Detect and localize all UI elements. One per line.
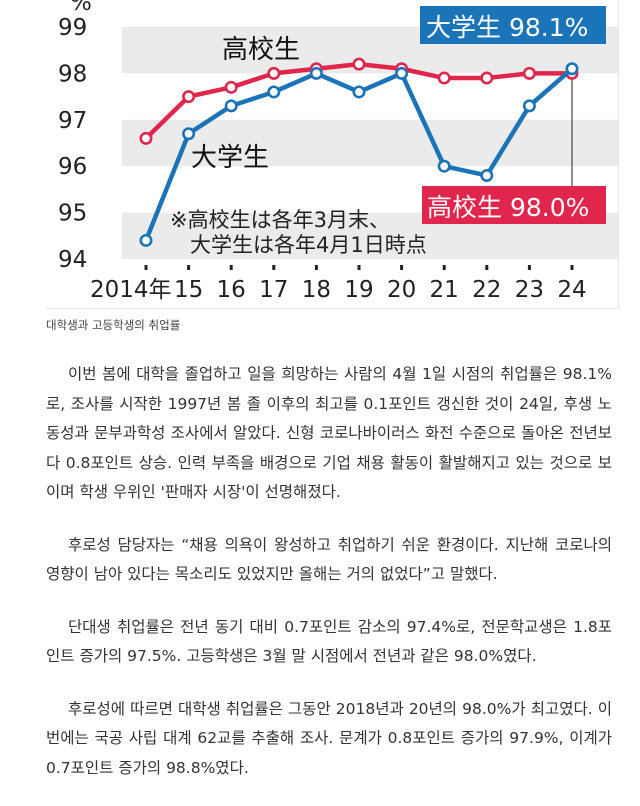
note-line-1: ※高校生は各年3月末、 <box>170 208 390 232</box>
x-tick-mark-10 <box>570 265 574 270</box>
x-tick-label-5: 19 <box>344 277 373 303</box>
x-tick-mark-6 <box>400 265 404 270</box>
x-tick-mark-2 <box>229 265 233 270</box>
x-tick-mark-5 <box>357 265 361 270</box>
x-tick-mark-9 <box>527 265 531 270</box>
note-line-2: 大学生は各年4月1日時点 <box>190 233 427 257</box>
data-point-s1-3 <box>267 85 281 99</box>
x-tick-label-0: 2014年 <box>90 277 172 303</box>
data-point-s0-5 <box>352 57 366 71</box>
y-tick-label-98: 98 <box>58 61 87 87</box>
y-unit-label: % <box>70 0 92 16</box>
x-tick-label-10: 24 <box>557 277 586 303</box>
data-point-s1-1 <box>182 127 196 141</box>
x-tick-mark-3 <box>272 265 276 270</box>
x-tick-mark-7 <box>442 265 446 270</box>
paragraph-2: 후로성 담당자는 “채용 의욕이 왕성하고 취업하기 쉬운 환경이다. 지난해 … <box>46 535 612 584</box>
data-point-s0-1 <box>182 90 196 104</box>
univ-value-box-label: 大学生 98.1% <box>426 13 588 42</box>
data-point-s0-7 <box>437 71 451 85</box>
univ-line-label: 大学生 <box>191 143 269 173</box>
y-tick-label-95: 95 <box>58 201 87 227</box>
series-lines <box>139 57 579 247</box>
x-tick-label-4: 18 <box>302 277 331 303</box>
hs-value-box <box>422 186 606 224</box>
x-tick-label-8: 22 <box>472 277 501 303</box>
x-tick-mark-0 <box>144 265 148 270</box>
chart-annotations: 高校生 大学生 大学生 98.1% 高校生 98.0% ※高校生は各年3月末、 … <box>170 6 606 257</box>
paragraph-1: 이번 봄에 대학을 졸업하고 일을 희망하는 사람의 4월 1일 시점의 취업률… <box>46 365 612 501</box>
hs-value-box-label: 高校生 98.0% <box>427 193 589 222</box>
data-point-s1-8 <box>480 168 494 182</box>
x-axis-ticks: 2014年 15 16 17 18 19 20 21 22 23 24 <box>90 277 587 303</box>
paragraph-4: 후로성에 따르면 대학생 취업률은 그동안 2018년과 20년의 98.0%가… <box>46 699 612 777</box>
y-tick-label-97: 97 <box>58 108 87 134</box>
data-point-s0-3 <box>267 66 281 80</box>
data-point-s1-2 <box>224 99 238 113</box>
data-point-s1-0 <box>139 233 153 247</box>
data-point-s0-2 <box>224 80 238 94</box>
x-tick-mark-1 <box>187 265 191 270</box>
chart-caption: 대학생과 고등학생의 취업률 <box>46 318 181 332</box>
y-axis-ticks: 94 95 96 97 98 99% <box>58 0 574 273</box>
data-point-s1-5 <box>352 85 366 99</box>
y-tick-label-94: 94 <box>58 247 87 273</box>
data-point-s1-6 <box>395 66 409 80</box>
x-tick-label-1: 15 <box>174 277 203 303</box>
article-body: 이번 봄에 대학을 졸업하고 일을 희망하는 사람의 4월 1일 시점의 취업률… <box>46 360 612 806</box>
x-tick-label-7: 21 <box>430 277 459 303</box>
grid-band-1 <box>122 119 618 167</box>
data-point-s1-7 <box>437 159 451 173</box>
x-tick-label-3: 17 <box>259 277 288 303</box>
data-point-s1-10 <box>565 62 579 76</box>
data-point-s0-8 <box>480 71 494 85</box>
data-point-s1-9 <box>522 99 536 113</box>
data-point-s0-0 <box>139 131 153 145</box>
employment-rate-chart: 94 95 96 97 98 99% 2014年 15 16 17 18 19 20 21 22 23 24 … <box>46 0 619 309</box>
x-tick-mark-8 <box>485 265 489 270</box>
y-tick-label-96: 96 <box>58 154 87 180</box>
x-tick-label-2: 16 <box>217 277 246 303</box>
x-tick-label-6: 20 <box>387 277 416 303</box>
univ-value-box <box>420 6 606 44</box>
data-point-s1-4 <box>309 66 323 80</box>
paragraph-3: 단대생 취업률은 전년 동기 대비 0.7포인트 감소의 97.4%로, 전문학… <box>46 617 612 666</box>
data-point-s0-9 <box>522 66 536 80</box>
hs-line-label: 高校生 <box>222 35 300 65</box>
x-tick-label-9: 23 <box>515 277 544 303</box>
x-tick-mark-4 <box>314 265 318 270</box>
y-tick-label-99: 99 <box>58 15 87 41</box>
